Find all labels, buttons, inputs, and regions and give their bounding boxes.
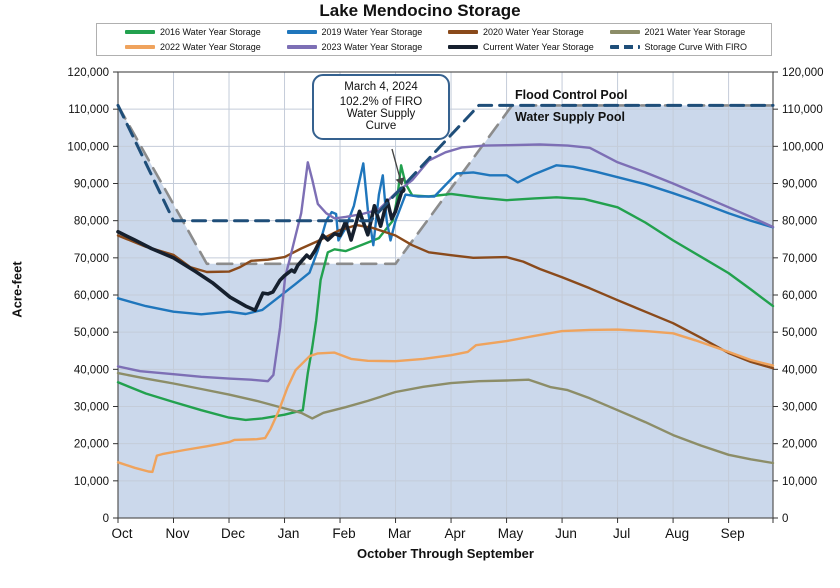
series-line-2023-water-year-storage [116,143,775,383]
y-tick-label-left: 30,000 [74,402,109,414]
y-tick-label-right: 50,000 [782,327,817,339]
y-tick-label-right: 30,000 [782,402,817,414]
line-swatch-icon [286,30,317,35]
y-tick-label-left: 20,000 [74,439,109,451]
guide-curve-line [116,104,775,266]
x-tick-label: Apr [445,526,467,541]
series-line-2016-water-year-storage [116,164,775,422]
x-tick-label: Dec [221,526,245,541]
y-tick-label-right: 120,000 [782,67,824,79]
legend-item-2023-water-year-storage: 2023 Water Year Storage [286,41,449,52]
x-axis-title: October Through September [357,546,534,561]
legend-item-label: Current Water Year Storage [483,41,594,52]
line-swatch-icon [448,30,478,35]
annotation-arrowhead [395,177,405,186]
y-tick-label-left: 50,000 [74,327,109,339]
x-tick-label: Mar [388,526,412,541]
y-tick-label-left: 80,000 [74,216,109,228]
annotation-line-3: Water Supply [346,108,416,120]
legend-item-storage-curve-with-firo: Storage Curve With FIRO [609,41,772,52]
legend-item-2019-water-year-storage: 2019 Water Year Storage [286,27,449,38]
y-axis-title: Acre-feet [9,261,25,318]
y-tick-label-left: 100,000 [67,141,109,153]
chart-legend: 2016 Water Year Storage 2019 Water Year S… [96,23,772,56]
y-tick-label-left: 60,000 [74,290,109,302]
y-tick-label-right: 110,000 [782,104,823,116]
annotation-date: March 4, 2024 [344,81,418,93]
legend-item-label: 2016 Water Year Storage [160,27,261,38]
legend-item-2021-water-year-storage: 2021 Water Year Storage [609,27,772,38]
series-line-2019-water-year-storage [116,162,775,316]
page-title: Lake Mendocino Storage [319,1,521,20]
y-tick-label-right: 20,000 [782,439,817,451]
y-tick-label-right: 100,000 [782,141,824,153]
series-line-2021-water-year-storage [116,371,775,465]
legend-item-2020-water-year-storage: 2020 Water Year Storage [448,27,610,37]
x-tick-label: Jun [555,526,577,541]
y-tick-label-right: 90,000 [782,179,817,191]
x-tick-label: Jan [278,526,300,541]
y-tick-label-right: 80,000 [782,216,817,228]
y-tick-label-right: 70,000 [782,253,817,265]
y-tick-label-left: 40,000 [74,364,109,376]
line-swatch-icon [609,30,640,35]
x-tick-label: Oct [111,526,132,541]
series-line-storage-curve-with-firo [116,103,775,223]
y-tick-label-right: 40,000 [782,364,817,376]
series-line-2022-water-year-storage [116,328,775,474]
x-tick-label: Nov [166,526,190,541]
legend-item-label: Storage Curve With FIRO [644,41,748,52]
y-tick-label-left: 0 [103,513,109,525]
series-line-2020-water-year-storage [116,223,775,370]
y-tick-label-left: 110,000 [68,104,109,116]
x-tick-label: Feb [332,526,355,541]
y-tick-label-right: 10,000 [782,476,817,488]
legend-item-2022-water-year-storage: 2022 Water Year Storage [125,42,287,52]
legend-item-current-water-year-storage: Current Water Year Storage [448,42,610,52]
line-swatch-icon [125,30,155,35]
annotation-arrow [391,148,402,183]
line-swatch-icon [125,44,155,49]
y-tick-label-left: 70,000 [74,253,109,265]
y-tick-label-right: 0 [782,513,788,525]
legend-item-label: 2021 Water Year Storage [644,27,746,38]
legend-item-2016-water-year-storage: 2016 Water Year Storage [125,27,287,37]
legend-item-label: 2023 Water Year Storage [321,41,423,52]
annotation-line-4: Curve [365,120,397,132]
y-tick-label-right: 60,000 [782,290,817,302]
y-tick-label-left: 10,000 [74,476,109,488]
line-swatch-icon [286,44,317,49]
y-tick-label-left: 120,000 [67,67,109,79]
x-tick-label: Sep [721,526,745,541]
x-tick-label: Jul [613,526,630,541]
x-tick-label: May [498,526,524,541]
x-tick-label: Aug [665,526,689,541]
water-supply-pool-label: Water Supply Pool [515,110,625,124]
annotation-line-2: 102.2% of FIRO [339,96,423,108]
legend-item-label: 2022 Water Year Storage [160,41,261,52]
legend-item-label: 2019 Water Year Storage [321,27,423,38]
annotation-callout: March 4, 2024 102.2% of FIRO Water Suppl… [312,74,450,140]
flood-control-pool-label: Flood Control Pool [515,88,628,102]
y-tick-label-left: 90,000 [74,179,109,191]
dashed-line-swatch-icon [609,44,640,49]
line-swatch-icon [448,44,478,49]
legend-item-label: 2020 Water Year Storage [483,27,584,38]
